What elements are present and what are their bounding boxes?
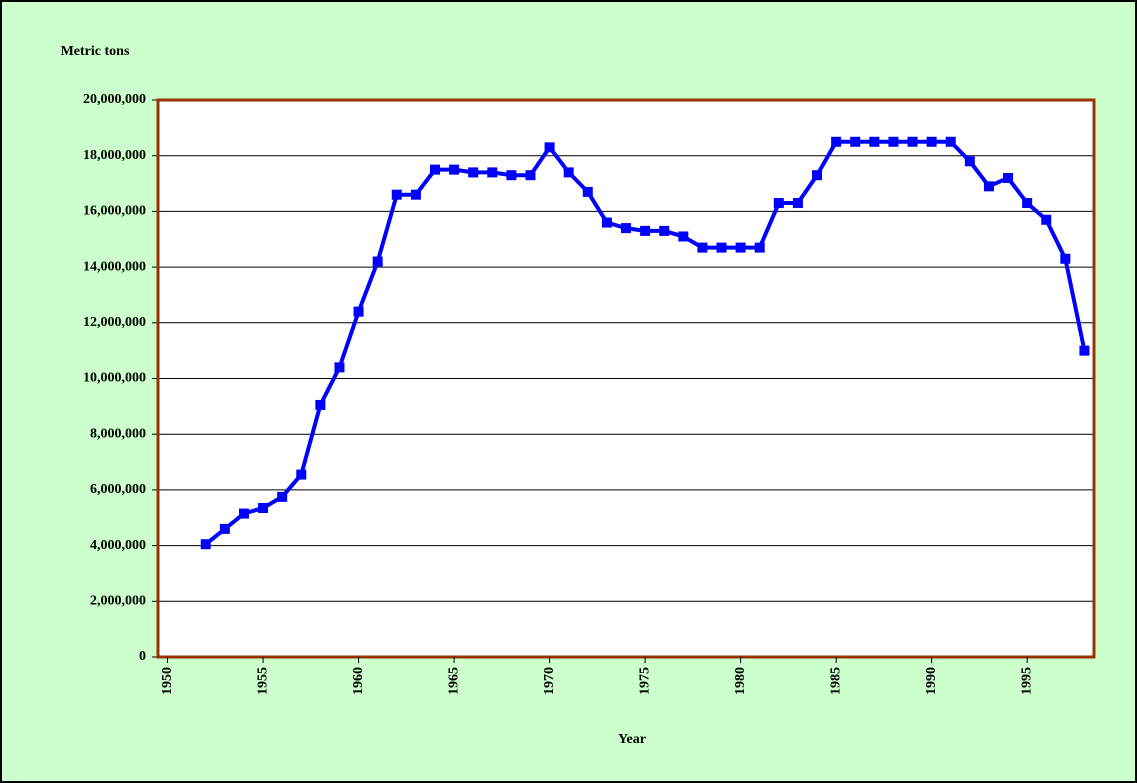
x-tick-label: 1955 bbox=[255, 667, 270, 695]
data-point bbox=[678, 231, 689, 242]
data-point bbox=[907, 136, 918, 147]
data-point bbox=[964, 156, 975, 167]
x-tick-label: 1985 bbox=[828, 667, 843, 695]
data-point bbox=[754, 242, 765, 253]
data-point bbox=[812, 170, 823, 181]
data-point bbox=[640, 225, 651, 236]
data-point bbox=[1022, 198, 1033, 209]
data-point bbox=[850, 136, 861, 147]
plot-border bbox=[156, 98, 1096, 659]
x-axis-label: Year bbox=[618, 732, 646, 747]
data-point bbox=[983, 181, 994, 192]
data-point bbox=[429, 164, 440, 175]
data-point bbox=[945, 136, 956, 147]
data-point bbox=[487, 167, 498, 178]
data-point bbox=[410, 189, 421, 200]
data-point bbox=[449, 164, 460, 175]
y-tick-label: 8,000,000 bbox=[90, 426, 146, 441]
y-tick-label: 20,000,000 bbox=[83, 92, 146, 107]
y-tick-label: 0 bbox=[139, 649, 146, 664]
y-tick-label: 2,000,000 bbox=[90, 594, 146, 609]
x-tick-label: 1980 bbox=[733, 667, 748, 695]
data-point bbox=[258, 503, 269, 514]
data-point bbox=[315, 399, 326, 410]
y-axis-label: Metric tons bbox=[61, 44, 130, 59]
y-tick-label: 4,000,000 bbox=[90, 538, 146, 553]
x-tick-label: 1950 bbox=[160, 667, 175, 695]
data-point bbox=[601, 217, 612, 228]
data-point bbox=[277, 491, 288, 502]
x-tick-label: 1960 bbox=[351, 667, 366, 695]
data-point bbox=[353, 306, 364, 317]
data-point bbox=[372, 256, 383, 267]
y-tick-label: 6,000,000 bbox=[90, 482, 146, 497]
x-tick-label: 1995 bbox=[1019, 667, 1034, 695]
data-point bbox=[1041, 214, 1052, 225]
data-point bbox=[238, 508, 249, 519]
data-point bbox=[391, 189, 402, 200]
data-point bbox=[544, 142, 555, 153]
data-point bbox=[468, 167, 479, 178]
data-point bbox=[831, 136, 842, 147]
data-point bbox=[506, 170, 517, 181]
data-point bbox=[735, 242, 746, 253]
data-point bbox=[888, 136, 899, 147]
data-point bbox=[525, 170, 536, 181]
data-point bbox=[926, 136, 937, 147]
data-point bbox=[792, 198, 803, 209]
data-point bbox=[1003, 172, 1014, 183]
y-tick-label: 18,000,000 bbox=[83, 148, 146, 163]
data-point bbox=[659, 225, 670, 236]
data-point bbox=[1060, 253, 1071, 264]
data-point bbox=[582, 186, 593, 197]
data-point bbox=[563, 167, 574, 178]
data-point bbox=[621, 223, 631, 234]
data-point bbox=[296, 469, 307, 480]
x-tick-label: 1990 bbox=[924, 667, 939, 695]
x-tick-label: 1970 bbox=[542, 667, 557, 695]
data-point bbox=[219, 523, 230, 534]
x-tick-label: 1965 bbox=[446, 667, 461, 695]
y-tick-label: 16,000,000 bbox=[83, 204, 146, 219]
data-point bbox=[334, 362, 345, 373]
data-point bbox=[200, 539, 211, 550]
data-point bbox=[869, 136, 880, 147]
data-point bbox=[697, 242, 708, 253]
data-point bbox=[773, 198, 784, 209]
y-tick-label: 10,000,000 bbox=[83, 371, 146, 386]
y-tick-label: 12,000,000 bbox=[83, 315, 146, 330]
data-point bbox=[716, 242, 727, 253]
y-tick-label: 14,000,000 bbox=[83, 259, 146, 274]
data-point bbox=[1079, 345, 1090, 356]
x-tick-label: 1975 bbox=[637, 667, 652, 695]
